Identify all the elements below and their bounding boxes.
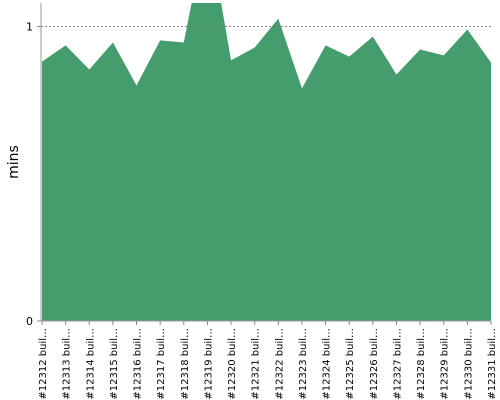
x-tick-label: #12325 buil… (345, 328, 356, 400)
x-tick-label: #12327 buil… (392, 328, 403, 400)
x-tick-label: #12312 buil… (38, 328, 49, 400)
x-tick-label: #12330 buil… (463, 328, 474, 400)
plot (42, 3, 491, 321)
x-tick-label: #12326 buil… (369, 328, 380, 400)
x-tick-label: #12322 buil… (274, 328, 285, 400)
x-tick-label: #12328 buil… (416, 328, 427, 400)
x-tick-label: #12314 buil… (85, 328, 96, 400)
x-tick-label: #12315 buil… (109, 328, 120, 400)
x-tick-label: #12323 buil… (298, 328, 309, 400)
y-tick-label: 1 (26, 21, 33, 34)
x-tick-label: #12321 buil… (251, 328, 262, 400)
x-tick-label: #12318 buil… (180, 328, 191, 400)
x-tick-label: #12331 buil… (487, 328, 498, 400)
x-tick-label: #12317 buil… (156, 328, 167, 400)
x-tick-label: #12329 buil… (440, 328, 451, 400)
y-axis-label: mins (6, 145, 22, 179)
area (42, 3, 491, 321)
y-tick-label: 0 (26, 315, 33, 328)
x-tick-label: #12313 buil… (62, 328, 73, 400)
x-tick-label: #12319 buil… (203, 328, 214, 400)
x-tick-label: #12320 buil… (227, 328, 238, 400)
x-tick-label: #12316 buil… (133, 328, 144, 400)
x-tick-label: #12324 buil… (322, 328, 333, 400)
